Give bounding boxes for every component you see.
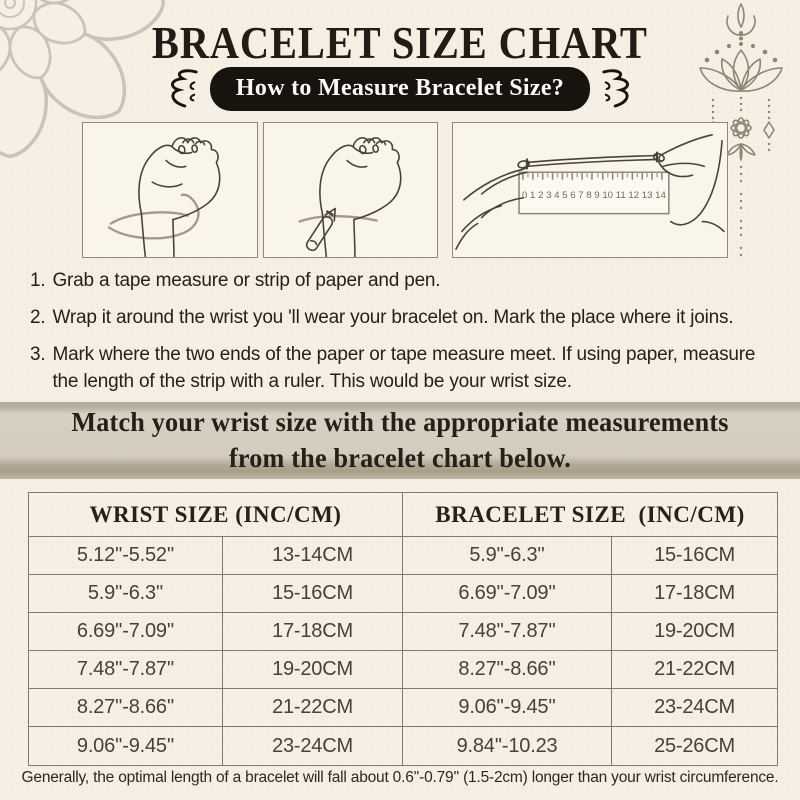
wrist-cm-cell: 23-24CM xyxy=(223,727,403,765)
wrist-cm-cell: 19-20CM xyxy=(223,651,403,689)
table-header-row: WRIST SIZE (INC/CM) BRACELET SIZE (INC/C… xyxy=(29,493,777,537)
instruction-number: 2. xyxy=(30,306,46,328)
wrist-inches-cell: 6.69''-7.09'' xyxy=(29,613,223,651)
bracelet-inches-cell: 7.48''-7.87'' xyxy=(403,613,612,651)
step1-illustration xyxy=(82,122,258,258)
wrist-size-header: WRIST SIZE (INC/CM) xyxy=(29,493,403,537)
instruction-list: 1. Grab a tape measure or strip of paper… xyxy=(30,268,778,406)
bracelet-inches-cell: 5.9''-6.3'' xyxy=(403,537,612,575)
instruction-item-2: 2. Wrap it around the wrist you 'll wear… xyxy=(30,305,778,332)
ruler-numbers: 0 1 2 3 4 5 6 7 8 9 10 11 12 13 14 xyxy=(522,190,666,200)
instruction-text: Wrap it around the wrist you 'll wear yo… xyxy=(52,306,734,328)
step2-illustration xyxy=(263,122,438,258)
bracelet-cm-cell: 25-26CM xyxy=(654,734,735,757)
page-title-text: BRACELET SIZE CHART xyxy=(152,17,648,68)
instruction-text: Mark where the two ends of the paper or … xyxy=(52,343,756,392)
bracelet-cm-cell: 17-18CM xyxy=(612,575,777,613)
bracelet-cm-cell: 19-20CM xyxy=(612,613,777,651)
footnote: Generally, the optimal length of a brace… xyxy=(21,769,779,786)
page-title: BRACELET SIZE CHART xyxy=(0,16,800,69)
squiggle-right-icon xyxy=(602,69,629,108)
fist-with-pen-icon xyxy=(298,137,402,257)
bracelet-inches-cell: 8.27''-8.66'' xyxy=(403,651,612,689)
fist-with-tape-icon xyxy=(107,137,221,257)
bracelet-inches-cell: 9.84''-10.23 xyxy=(403,727,612,765)
bracelet-cm-cell: 23-24CM xyxy=(612,689,777,727)
wrist-cm-cell: 21-22CM xyxy=(223,689,403,727)
wrist-inches-cell: 8.27''-8.66'' xyxy=(29,689,223,727)
how-to-measure-pill: How to Measure Bracelet Size? xyxy=(209,67,591,111)
table-row: 6.69''-7.09'' 17-18CM 7.48''-7.87'' 19-2… xyxy=(29,613,777,651)
bracelet-inches-cell: 9.06''-9.45'' xyxy=(403,689,612,727)
wrist-cm-cell: 17-18CM xyxy=(223,613,403,651)
bracelet-inches-cell: 6.69''-7.09'' xyxy=(403,575,612,613)
wrist-cm-cell: 15-16CM xyxy=(223,575,403,613)
hands-with-ruler-icon: 0 1 2 3 4 5 6 7 8 9 10 11 12 13 14 xyxy=(455,134,725,250)
instruction-item-1: 1. Grab a tape measure or strip of paper… xyxy=(30,268,778,295)
instruction-number: 1. xyxy=(30,270,46,291)
size-table: WRIST SIZE (INC/CM) BRACELET SIZE (INC/C… xyxy=(28,492,778,766)
illustration-row: 0 1 2 3 4 5 6 7 8 9 10 11 12 13 14 xyxy=(82,122,728,258)
instruction-text: Grab a tape measure or strip of paper an… xyxy=(52,270,441,291)
table-row: 5.12''-5.52'' 13-14CM 5.9''-6.3'' 15-16C… xyxy=(29,537,777,575)
table-row: 9.06''-9.45'' 23-24CM 9.84''-10.23 25-26… xyxy=(29,727,777,765)
squiggle-left-icon xyxy=(171,69,198,108)
bracelet-cm-cell: 21-22CM xyxy=(612,651,777,689)
table-row: 5.9''-6.3'' 15-16CM 6.69''-7.09'' 17-18C… xyxy=(29,575,777,613)
instruction-number: 3. xyxy=(30,343,46,365)
table-row: 8.27''-8.66'' 21-22CM 9.06''-9.45'' 23-2… xyxy=(29,689,777,727)
subtitle-row: How to Measure Bracelet Size? xyxy=(0,67,800,111)
wrist-inches-cell: 5.9''-6.3'' xyxy=(29,575,223,613)
step3-illustration: 0 1 2 3 4 5 6 7 8 9 10 11 12 13 14 xyxy=(452,122,728,258)
table-row: 7.48''-7.87'' 19-20CM 8.27''-8.66'' 21-2… xyxy=(29,651,777,689)
instruction-item-3: 3. Mark where the two ends of the paper … xyxy=(30,342,778,396)
wrist-inches-cell: 9.06''-9.45'' xyxy=(29,727,223,765)
bracelet-cm-cell: 15-16CM xyxy=(612,537,777,575)
wrist-cm-cell: 13-14CM xyxy=(223,537,403,575)
wrist-inches-cell: 7.48''-7.87'' xyxy=(29,651,223,689)
wrist-inches-cell: 5.12''-5.52'' xyxy=(29,537,223,575)
bracelet-size-header: BRACELET SIZE (INC/CM) xyxy=(403,493,777,537)
match-size-banner: Match your wrist size with the appropria… xyxy=(0,402,800,479)
banner-text: Match your wrist size with the appropria… xyxy=(71,407,729,473)
